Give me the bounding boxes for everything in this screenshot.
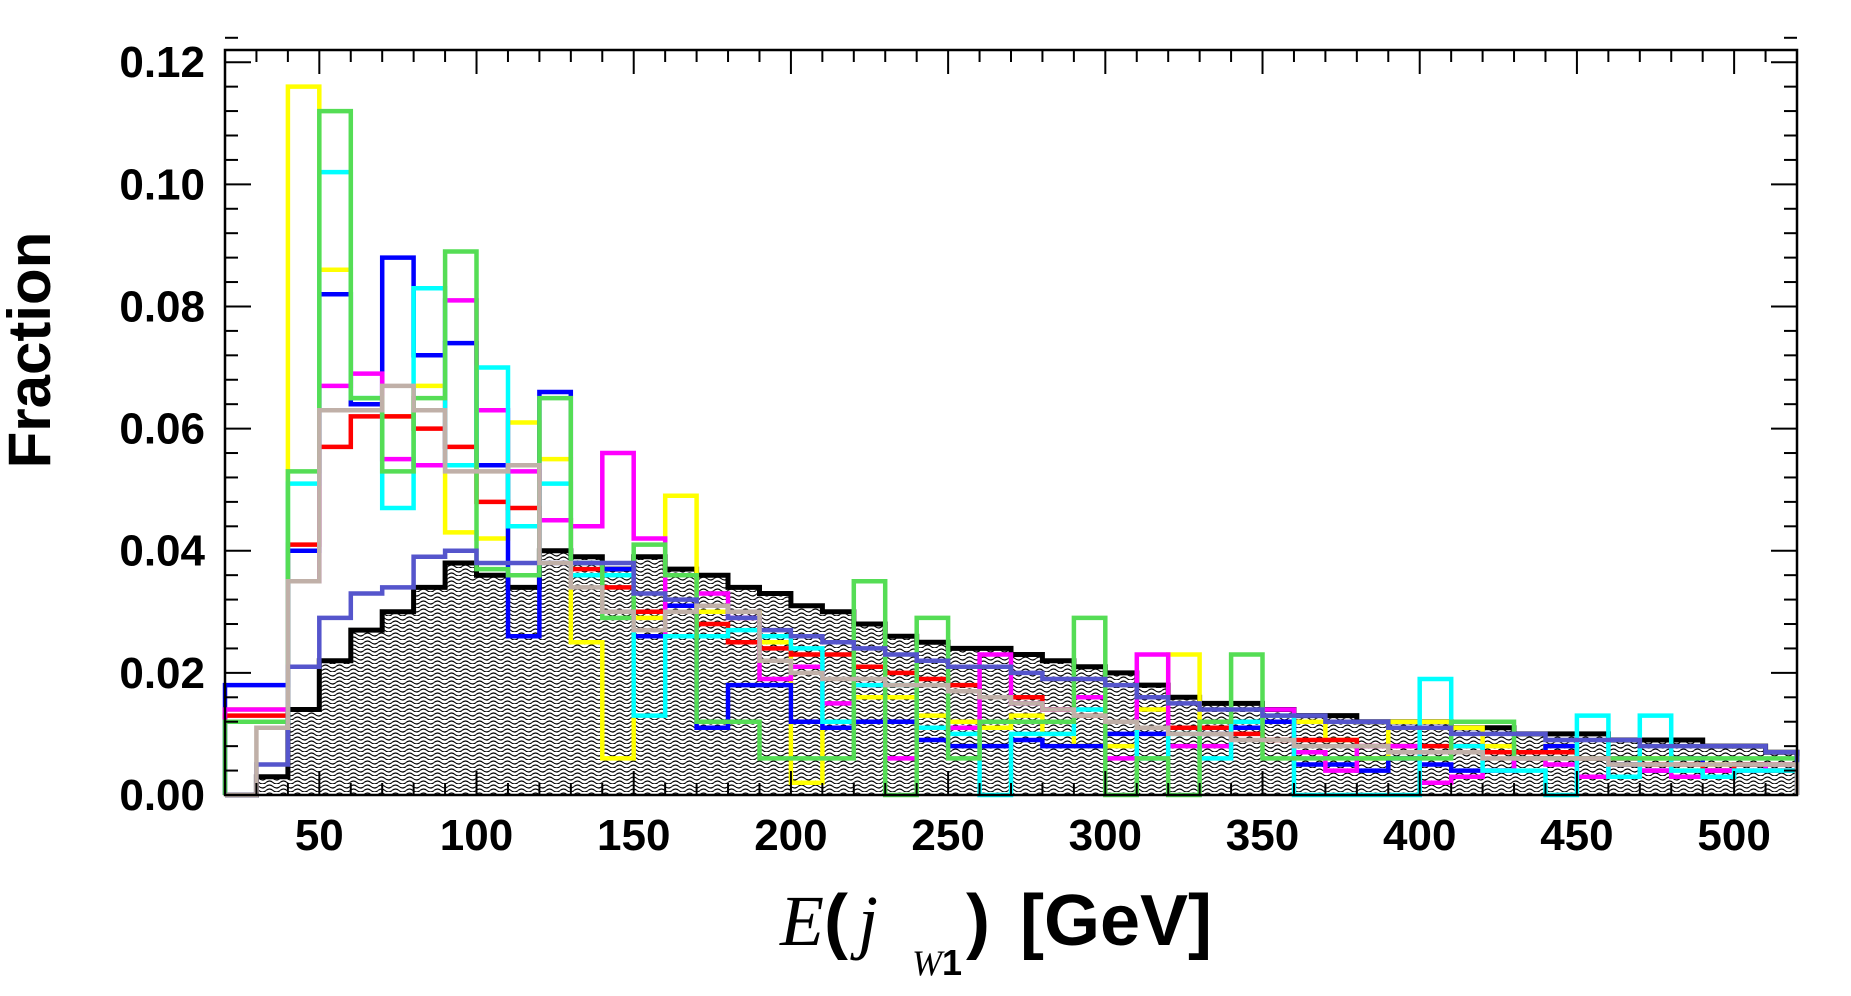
x-tick-label: 50 xyxy=(295,811,344,860)
series-line-7 xyxy=(225,548,1800,798)
svg-text:E(j: E(j xyxy=(779,881,878,961)
x-axis-title: E(j W1 ) [GeV] xyxy=(779,881,1212,983)
x-label-sub-w: W xyxy=(912,943,945,983)
x-tick-label: 450 xyxy=(1540,811,1613,860)
x-tick-label: 250 xyxy=(911,811,984,860)
x-tick-label: 200 xyxy=(754,811,827,860)
x-label-open-paren: ( xyxy=(824,881,848,961)
axis-ticks: 50 100 150 200 250 300 350 400 450 500 0.00 0.02 0.0… xyxy=(119,36,1798,860)
x-label-j: j xyxy=(850,881,878,961)
plot-area xyxy=(222,84,1800,798)
y-tick-label: 0.12 xyxy=(119,38,205,87)
y-tick-label: 0.02 xyxy=(119,649,205,698)
y-tick-label: 0.06 xyxy=(119,405,205,454)
series-line-6 xyxy=(222,108,1800,798)
x-label-close-paren: ) xyxy=(966,881,990,961)
x-tick-label: 150 xyxy=(597,811,670,860)
x-tick-label: 100 xyxy=(440,811,513,860)
y-tick-label: 0.00 xyxy=(119,771,205,820)
series-line-8 xyxy=(225,383,1800,798)
svg-text:)[GeV]: ) [GeV] xyxy=(966,881,1212,961)
y-axis-label: Fraction xyxy=(0,232,63,469)
x-tick-label: 300 xyxy=(1069,811,1142,860)
y-tick-label: 0.10 xyxy=(119,160,205,209)
svg-text:W1: W1 xyxy=(912,942,962,983)
y-tick-label: 0.04 xyxy=(119,527,205,576)
y-axis-title: Fraction xyxy=(0,232,63,469)
y-tick-label: 0.08 xyxy=(119,282,205,331)
x-label-sub-1: 1 xyxy=(942,942,962,983)
x-tick-label: 350 xyxy=(1226,811,1299,860)
background-outline xyxy=(225,548,1800,798)
x-label-e: E xyxy=(779,881,824,961)
x-tick-label: 400 xyxy=(1383,811,1456,860)
x-tick-label: 500 xyxy=(1697,811,1770,860)
x-label-unit: [GeV] xyxy=(1020,881,1212,961)
